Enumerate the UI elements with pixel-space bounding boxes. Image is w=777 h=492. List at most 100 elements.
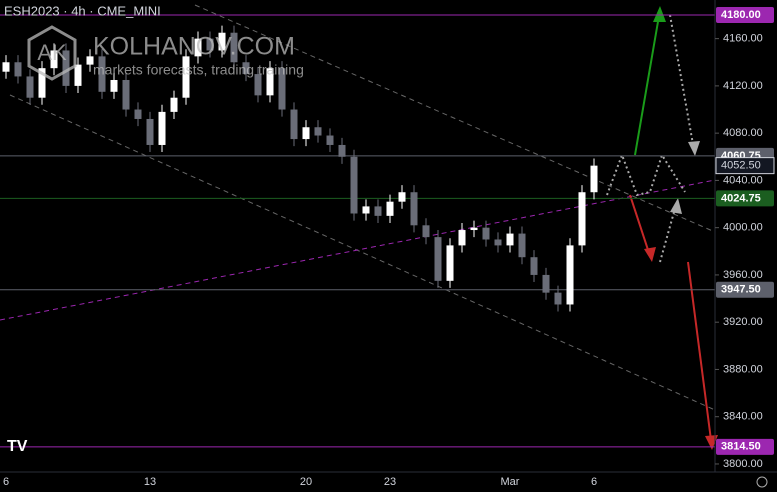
candle-body [590,165,598,193]
candle-body [26,76,34,98]
candle-body [98,56,106,92]
chart-title: ESH2023 · 4h · CME_MINI [4,3,161,18]
candle-body [446,245,454,281]
y-tick-label: 3880.00 [723,363,763,375]
candle-body [530,257,538,275]
brand: KOLHANOV.COM [93,33,295,61]
candle-body [350,156,358,214]
last-price-badge [715,157,775,175]
candle-body [410,192,418,226]
candle-body [62,50,70,86]
level-label: 3814.50 [721,441,761,453]
candle-body [254,74,262,96]
zigzag [606,152,686,197]
y-tick-label: 4120.00 [723,80,763,92]
candle-body [458,230,466,246]
arrow-dotted [669,14,695,151]
y-tick-label: 4000.00 [723,222,763,234]
candle-body [38,68,46,98]
candle-body [470,227,478,231]
arrow-dotted [659,204,677,263]
candle-body [50,50,58,69]
arrow-head [688,141,700,156]
last-price-label: 4052.50 [721,160,761,172]
candle-body [554,292,562,305]
level-badge [716,438,774,455]
candle-body [362,206,370,214]
logo-text: AK [37,40,67,65]
candle-body [386,201,394,216]
candle-body [134,109,142,119]
candle-body [242,62,250,75]
candle-body [122,79,130,110]
tv-logo: TV [7,438,28,455]
candle-body [218,32,226,51]
arrow-head [670,198,682,214]
candle-body [182,56,190,98]
candle-body [206,38,214,51]
level-badge [716,190,774,207]
arrow-down [687,261,712,441]
x-tick-label: Mar [501,476,520,488]
x-tick-label: 20 [300,476,312,488]
level-label: 4024.75 [721,192,761,204]
trend-line [0,179,716,321]
candle-body [2,62,10,72]
level-badge [716,281,774,298]
settings-icon[interactable] [756,476,768,488]
arrow-up [634,9,661,156]
watermark: AK KOLHANOV.COM markets forecasts, tradi… [27,25,304,81]
arrow-head [653,6,666,22]
channel-lower [9,94,716,411]
x-tick-label: 13 [144,476,156,488]
candle-body [74,64,82,86]
candle-body [506,233,514,246]
x-tick-label: 23 [384,476,396,488]
candle-body [314,127,322,136]
candle-body [158,111,166,145]
candle-body [518,233,526,258]
channel-upper [194,4,716,233]
candle-body [542,274,550,293]
candle-body [302,127,310,140]
candle-body [422,225,430,238]
x-tick-label: 6 [3,476,9,488]
candle-body [326,135,334,145]
candle-body [86,56,94,65]
candle-body [566,245,574,305]
candle-body [230,32,238,63]
candle-body [290,109,298,140]
level-badge [716,7,774,24]
candle-body [278,68,286,110]
candle-body [578,192,586,246]
candle-body [146,118,154,145]
y-tick-label: 3840.00 [723,411,763,423]
y-tick-label: 3800.00 [723,458,763,470]
y-tick-label: 4080.00 [723,127,763,139]
candle-body [482,227,490,240]
candle-body [14,62,22,77]
candle-body [266,68,274,96]
candle-body [374,206,382,216]
level-label: 4180.00 [721,9,761,21]
candle-body [338,144,346,157]
candle-body [434,237,442,281]
candle-body [170,97,178,112]
plot [0,14,715,448]
x-tick-label: 6 [591,476,597,488]
arrow-head [644,247,656,262]
y-tick-label: 4160.00 [723,33,763,45]
logo-hex [27,25,77,81]
y-tick-label: 3920.00 [723,316,763,328]
candle-body [398,192,406,202]
candle-body [194,38,202,57]
y-tick-label: 4040.00 [723,174,763,186]
level-label: 3947.50 [721,284,761,296]
candle-body [110,79,118,92]
candle-body [494,239,502,246]
drawings [0,4,718,450]
y-tick-label: 3960.00 [723,269,763,281]
arrow-down [629,194,651,257]
tagline: markets forecasts, trading training [93,62,304,78]
